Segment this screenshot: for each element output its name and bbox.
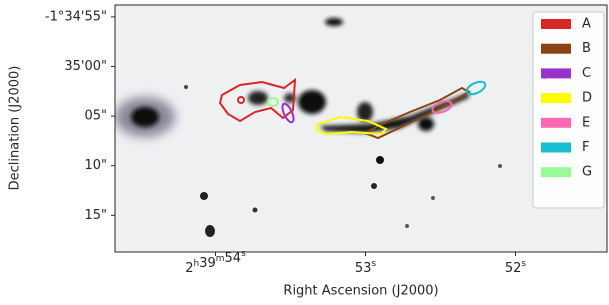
y-tick-label: -1°34'55" (45, 9, 107, 24)
x-tick-label: 2h39m54s (185, 249, 246, 276)
legend-label: B (582, 41, 591, 56)
legend-label: D (582, 91, 592, 106)
legend-label: A (582, 17, 591, 32)
y-tick-label: 35'00" (64, 59, 107, 74)
legend-swatch (541, 19, 571, 29)
legend-label: E (582, 115, 590, 130)
legend-label: G (582, 165, 592, 180)
x-axis-label: Right Ascension (J2000) (283, 284, 438, 299)
legend-swatch (541, 44, 571, 54)
legend-swatch (541, 93, 571, 103)
legend-label: C (582, 66, 591, 81)
legend-swatch (541, 143, 571, 153)
legend-swatch (541, 68, 571, 78)
legend (533, 12, 604, 208)
x-tick-label: 52s (505, 259, 527, 276)
y-tick-label: 10" (84, 158, 107, 173)
x-tick-label: 53s (355, 259, 377, 276)
y-tick-label: 05" (84, 109, 107, 124)
y-tick-label: 15" (84, 208, 107, 223)
legend-label: F (582, 140, 589, 155)
chart: Right Ascension (J2000) Declination (J20… (0, 0, 609, 305)
y-axis-label: Declination (J2000) (8, 66, 23, 191)
legend-swatch (541, 118, 571, 128)
legend-swatch (541, 167, 571, 177)
